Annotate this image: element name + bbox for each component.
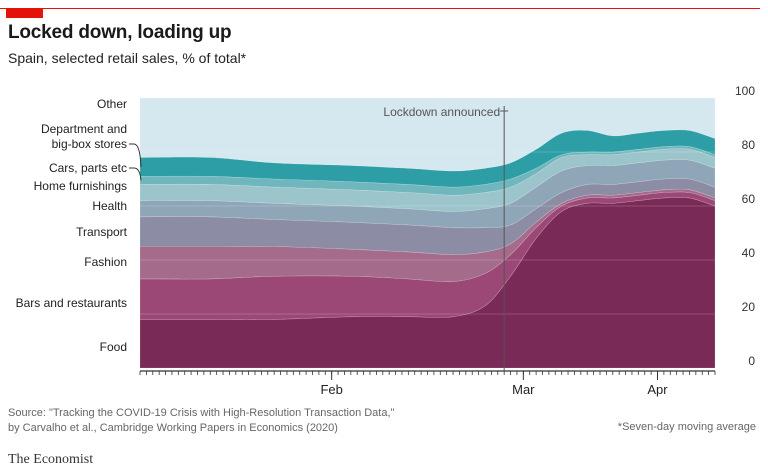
area-home-furnishings bbox=[139, 148, 716, 212]
y-tick-label-80: 80 bbox=[742, 138, 756, 152]
source-note: Source: "Tracking the COVID-19 Crisis wi… bbox=[8, 406, 394, 436]
leader-department-and-big-box-stores bbox=[129, 143, 142, 167]
brand-name: The Economist bbox=[8, 452, 94, 467]
series-label-transport: Transport bbox=[76, 225, 128, 239]
y-tick-label-0: 0 bbox=[748, 354, 755, 368]
x-tick-label-apr: Apr bbox=[647, 382, 668, 397]
top-rule bbox=[0, 8, 760, 9]
leader-cars-parts-etc bbox=[129, 167, 142, 181]
y-tick-label-60: 60 bbox=[742, 192, 756, 206]
lockdown-annotation: Lockdown announced bbox=[383, 105, 500, 119]
series-label-food: Food bbox=[100, 340, 127, 354]
brand-tag bbox=[6, 8, 43, 18]
footnote: *Seven-day moving average bbox=[617, 421, 756, 433]
series-label-fashion: Fashion bbox=[84, 255, 127, 269]
series-label-bars-and-restaurants: Bars and restaurants bbox=[16, 296, 127, 310]
chart-subtitle: Spain, selected retail sales, % of total… bbox=[8, 50, 247, 66]
series-label-department-and-big-box-stores: Department and big-box stores bbox=[41, 122, 127, 151]
area-other bbox=[139, 97, 716, 172]
series-label-health: Health bbox=[92, 199, 127, 213]
x-tick-label-mar: Mar bbox=[512, 382, 535, 397]
source-line-1: Source: "Tracking the COVID-19 Crisis wi… bbox=[8, 407, 395, 419]
series-label-cars-parts-etc: Cars, parts etc bbox=[49, 161, 127, 175]
source-line-2: by Carvalho et al., Cambridge Working Pa… bbox=[8, 422, 338, 434]
y-tick-label-40: 40 bbox=[742, 246, 756, 260]
series-label-other: Other bbox=[97, 97, 127, 111]
y-tick-label-20: 20 bbox=[742, 300, 756, 314]
series-label-home-furnishings: Home furnishings bbox=[34, 179, 127, 193]
area-health bbox=[139, 159, 716, 229]
x-tick-label-feb: Feb bbox=[320, 382, 342, 397]
chart-title: Locked down, loading up bbox=[8, 22, 232, 43]
y-tick-label-100: 100 bbox=[735, 84, 755, 98]
